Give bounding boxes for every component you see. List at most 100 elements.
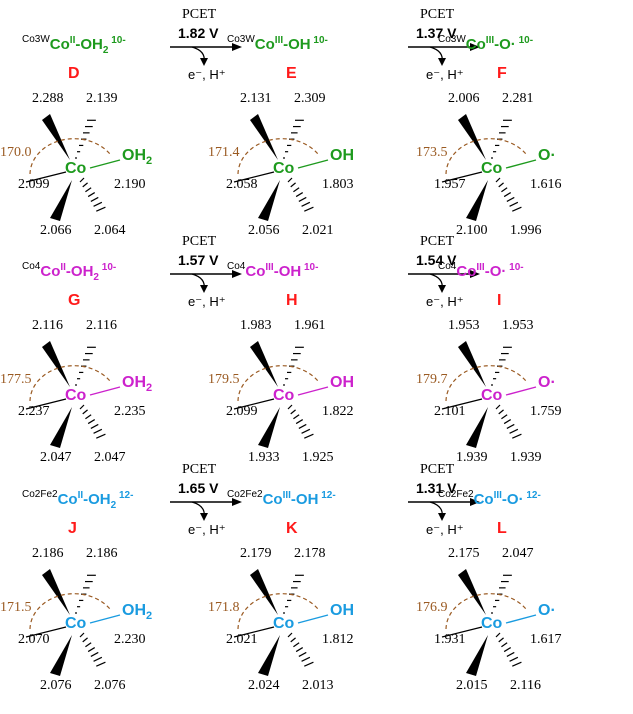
hash-bond-bottom-right [512, 661, 522, 667]
released-products: e⁻, H⁺ [426, 67, 464, 82]
hash-bond-bottom-right [512, 206, 522, 212]
species-letter: F [497, 65, 507, 82]
bond-length-bottom-right: 2.116 [510, 678, 541, 693]
bond-angle: 177.5 [0, 372, 32, 387]
bond-axial [297, 614, 329, 624]
arrow-voltage: 1.65 V [178, 480, 219, 496]
bond-length-bottom-right: 2.021 [302, 223, 334, 238]
hash-bond-bottom-right [90, 196, 99, 202]
metal-symbol: Co [57, 491, 78, 508]
axial-ligand-symbol: OH [122, 602, 146, 619]
hash-bond-bottom-right [82, 637, 88, 643]
ligand: -OH [75, 36, 103, 53]
bond-angle: 173.5 [416, 145, 448, 160]
metal-symbol: Co [49, 36, 70, 53]
hash-bond-bottom-right [85, 187, 92, 193]
hash-bond-bottom-right [79, 177, 85, 183]
arrow-voltage: 1.82 V [178, 25, 219, 41]
bond-length-top-right: 2.047 [502, 546, 534, 561]
hash-bond-bottom-right [290, 182, 296, 188]
metal-symbol: Co [465, 36, 486, 53]
hash-bond-bottom-right [287, 632, 293, 638]
hash-bond-bottom-right [506, 196, 515, 202]
bond-length-bottom-left: 2.024 [248, 678, 280, 693]
arrow-pcet-label: PCET [420, 7, 455, 22]
wedge-bond-top-left [250, 569, 278, 615]
bond-angle: 179.7 [416, 372, 448, 387]
bond-left [233, 626, 275, 638]
species-formula: Co2Fe2CoII-OH2 12- [22, 490, 133, 511]
hash-bond-bottom-right [87, 192, 96, 198]
hash-bond-bottom-right [287, 404, 293, 410]
bond-length-left: 2.070 [18, 632, 50, 647]
hash-bond-bottom-right [501, 414, 508, 420]
wedge-bond-top-left [250, 114, 278, 160]
bond-length-bottom-left: 2.015 [456, 678, 488, 693]
hash-bond-bottom-right [498, 409, 504, 415]
bond-length-bottom-right: 2.047 [94, 450, 126, 465]
bond-length-top-left: 1.983 [240, 318, 272, 333]
bond-axial [89, 386, 121, 396]
species-formula: Co3WCoII-OH2 10- [22, 35, 126, 56]
ligand: -O· [494, 36, 516, 53]
bond-angle: 179.5 [208, 372, 240, 387]
wedge-bond-bottom-left [50, 180, 72, 221]
species-letter: I [497, 292, 502, 309]
released-products: e⁻, H⁺ [426, 522, 464, 537]
bond-axial [89, 159, 121, 169]
axial-ligand-symbol: OH [330, 602, 354, 619]
bond-length-left: 2.058 [226, 177, 258, 192]
bond-length-axial: 2.190 [114, 177, 146, 192]
metal-symbol: Co [40, 263, 61, 280]
oxidation-state: III [493, 490, 502, 501]
hash-bond-bottom-right [295, 647, 304, 653]
axial-ligand-symbol: OH [122, 374, 146, 391]
arrow-head [232, 270, 242, 278]
hash-bond-bottom-right [96, 206, 106, 212]
axial-ligand-symbol: OH [330, 147, 354, 164]
hash-bond-bottom-right [295, 192, 304, 198]
bond-length-top-right: 1.953 [502, 318, 534, 333]
oxidation-state: III [274, 35, 284, 46]
hash-bond-bottom-right [301, 201, 311, 207]
species-letter: H [286, 292, 298, 309]
arrow-voltage: 1.31 V [416, 480, 457, 496]
species-formula: Co4CoIII-O· 10- [438, 262, 524, 280]
axial-ligand: OH2 [122, 148, 152, 167]
axial-ligand: O· [538, 148, 556, 164]
hash-bond-bottom-right [506, 651, 515, 657]
metal-symbol: Co [262, 491, 283, 508]
hash-bond-bottom-right [301, 656, 311, 662]
axial-ligand-subscript: 2 [146, 610, 153, 623]
wedge-bond-bottom-left [466, 180, 488, 221]
wedge-bond-bottom-left [50, 407, 72, 448]
arrow-voltage: 1.57 V [178, 252, 219, 268]
ligand-subscript: 2 [102, 45, 109, 56]
species-letter: G [68, 292, 81, 309]
charge: 10- [108, 35, 126, 46]
hash-bond-bottom-right [498, 637, 504, 643]
species-formula: Co2Fe2CoIII-O· 12- [438, 490, 541, 508]
bond-length-top-left: 1.953 [448, 318, 480, 333]
release-arrowhead [200, 58, 208, 66]
bond-length-axial: 1.803 [322, 177, 354, 192]
charge: 12- [318, 490, 336, 501]
hash-bond-bottom-right [501, 642, 508, 648]
angle-arc [29, 593, 111, 630]
bond-length-left: 2.237 [18, 404, 50, 419]
charge: 10- [515, 35, 534, 46]
release-arrowhead [438, 285, 446, 293]
bond-length-bottom-left: 1.933 [248, 450, 280, 465]
wedge-bond-top-left [42, 341, 70, 387]
bond-length-axial: 1.617 [530, 632, 562, 647]
bond-axial [505, 386, 537, 396]
hash-bond-bottom-right [82, 409, 88, 415]
arrow-voltage: 1.54 V [416, 252, 457, 268]
released-products: e⁻, H⁺ [188, 67, 226, 82]
wedge-bond-bottom-left [258, 635, 280, 676]
bond-length-bottom-right: 1.996 [510, 223, 542, 238]
bond-length-left: 1.957 [434, 177, 466, 192]
hash-bond-bottom-right [509, 656, 519, 662]
ligand: -OH [65, 263, 94, 280]
cobalt-atom: Co [273, 615, 295, 632]
